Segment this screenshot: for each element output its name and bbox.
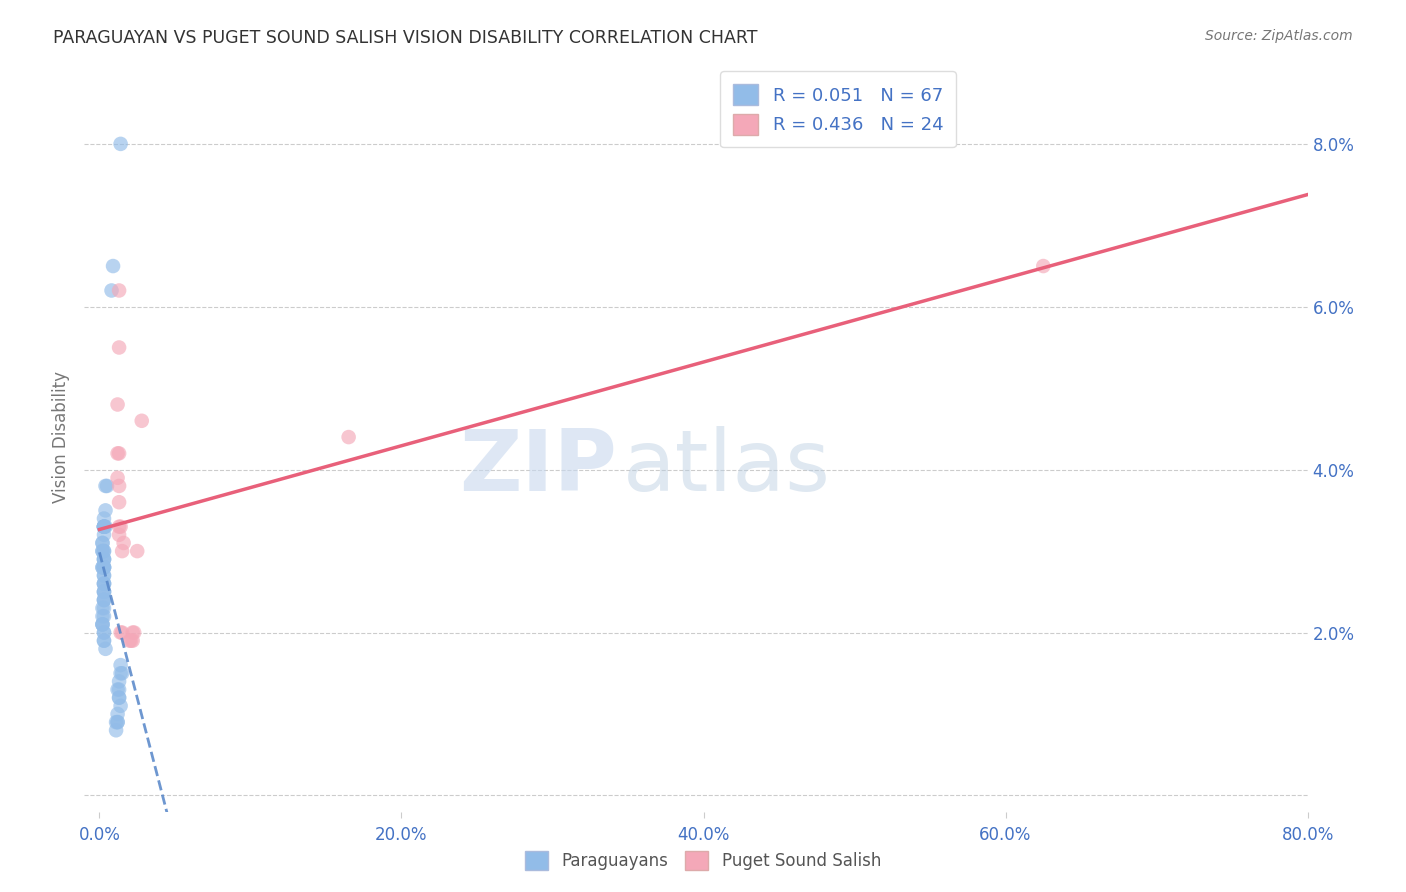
Point — [108, 690, 131, 705]
Point — [107, 682, 129, 697]
Point — [91, 617, 114, 632]
Point — [93, 560, 115, 574]
Point — [94, 641, 117, 656]
Point — [93, 633, 115, 648]
Point — [93, 625, 115, 640]
Point — [93, 576, 115, 591]
Point — [91, 609, 114, 624]
Point — [110, 136, 132, 151]
Point — [93, 625, 115, 640]
Point — [108, 446, 131, 460]
Point — [93, 560, 115, 574]
Point — [94, 503, 117, 517]
Point — [112, 536, 135, 550]
Point — [93, 584, 115, 599]
Point — [107, 471, 129, 485]
Point — [101, 259, 124, 273]
Point — [120, 633, 142, 648]
Legend: R = 0.051   N = 67, R = 0.436   N = 24: R = 0.051 N = 67, R = 0.436 N = 24 — [720, 71, 956, 147]
Point — [127, 544, 149, 558]
Point — [93, 519, 115, 533]
Point — [93, 552, 115, 566]
Point — [105, 715, 128, 730]
Point — [108, 690, 131, 705]
Point — [93, 544, 115, 558]
Point — [91, 560, 114, 574]
Point — [93, 576, 115, 591]
Point — [93, 560, 115, 574]
Point — [108, 284, 131, 298]
Point — [108, 495, 131, 509]
Point — [93, 593, 115, 607]
Point — [110, 625, 132, 640]
Point — [93, 633, 115, 648]
Text: ZIP: ZIP — [458, 425, 616, 508]
Point — [93, 593, 115, 607]
Point — [93, 560, 115, 574]
Point — [93, 511, 115, 525]
Point — [94, 479, 117, 493]
Point — [93, 584, 115, 599]
Point — [111, 625, 134, 640]
Point — [91, 617, 114, 632]
Text: Source: ZipAtlas.com: Source: ZipAtlas.com — [1205, 29, 1353, 43]
Point — [93, 519, 115, 533]
Point — [91, 617, 114, 632]
Point — [131, 414, 153, 428]
Point — [108, 341, 131, 355]
Point — [93, 552, 115, 566]
Point — [93, 519, 115, 533]
Point — [110, 519, 132, 533]
Point — [93, 519, 115, 533]
Point — [100, 284, 122, 298]
Point — [107, 706, 129, 721]
Point — [107, 397, 129, 411]
Point — [110, 666, 132, 681]
Point — [108, 674, 131, 689]
Point — [93, 528, 115, 542]
Point — [93, 568, 115, 582]
Point — [110, 698, 132, 713]
Point — [337, 430, 360, 444]
Point — [93, 593, 115, 607]
Point — [91, 601, 114, 615]
Point — [108, 479, 131, 493]
Point — [111, 666, 134, 681]
Point — [93, 576, 115, 591]
Point — [91, 544, 114, 558]
Point — [108, 519, 131, 533]
Point — [118, 633, 141, 648]
Point — [93, 552, 115, 566]
Point — [96, 479, 118, 493]
Point — [94, 519, 117, 533]
Point — [93, 568, 115, 582]
Point — [93, 609, 115, 624]
Point — [93, 519, 115, 533]
Point — [108, 528, 131, 542]
Point — [1032, 259, 1054, 273]
Point — [91, 536, 114, 550]
Point — [93, 544, 115, 558]
Point — [93, 584, 115, 599]
Point — [107, 715, 129, 730]
Point — [122, 625, 145, 640]
Point — [111, 544, 134, 558]
Text: PARAGUAYAN VS PUGET SOUND SALISH VISION DISABILITY CORRELATION CHART: PARAGUAYAN VS PUGET SOUND SALISH VISION … — [53, 29, 758, 46]
Point — [93, 601, 115, 615]
Point — [121, 625, 143, 640]
Y-axis label: Vision Disability: Vision Disability — [52, 371, 70, 503]
Point — [105, 723, 128, 738]
Text: atlas: atlas — [623, 425, 831, 508]
Point — [121, 633, 143, 648]
Point — [93, 519, 115, 533]
Legend: Paraguayans, Puget Sound Salish: Paraguayans, Puget Sound Salish — [519, 844, 887, 877]
Point — [91, 544, 114, 558]
Point — [91, 560, 114, 574]
Point — [108, 682, 131, 697]
Point — [107, 446, 129, 460]
Point — [110, 658, 132, 673]
Point — [107, 715, 129, 730]
Point — [91, 536, 114, 550]
